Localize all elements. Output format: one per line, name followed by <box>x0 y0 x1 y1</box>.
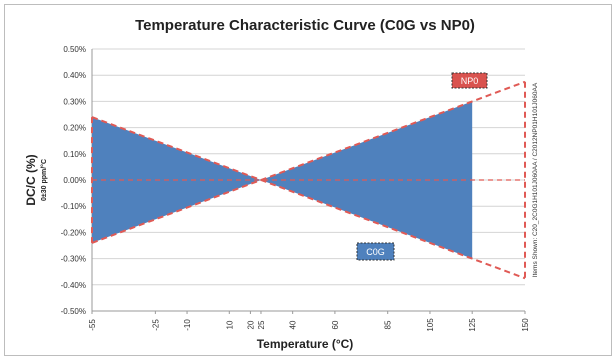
chart-title: Temperature Characteristic Curve (C0G vs… <box>135 17 475 34</box>
np0-label-text: NP0 <box>461 76 479 86</box>
chart-svg: Temperature Characteristic Curve (C0G vs… <box>24 17 539 351</box>
plot-area <box>91 80 526 280</box>
chart-frame: Temperature Characteristic Curve (C0G vs… <box>4 4 612 356</box>
y-tick-label: -0.20% <box>61 228 86 237</box>
x-tick-label: 20 <box>246 320 255 329</box>
y-tick-label: 0.40% <box>63 71 86 80</box>
np0-lower-line <box>91 178 526 280</box>
x-tick-label: 60 <box>331 320 340 329</box>
x-tick-label: -55 <box>88 319 97 331</box>
x-tick-label: -25 <box>151 319 160 331</box>
x-tick-label: 150 <box>521 318 530 332</box>
y-tick-label: -0.30% <box>61 255 86 264</box>
x-tick-label: 25 <box>257 320 266 329</box>
y-tick-label: 0.50% <box>63 45 86 54</box>
c0g-label-text: C0G <box>366 247 385 257</box>
x-tick-label: 105 <box>426 318 435 332</box>
np0-label: NP0 <box>451 72 488 89</box>
y-tick-label: 0.10% <box>63 150 86 159</box>
x-tick-label: -10 <box>183 319 192 331</box>
y-tick-label: -0.40% <box>61 281 86 290</box>
x-tick-label: 125 <box>468 318 477 332</box>
x-tick-label: 40 <box>289 320 298 329</box>
y-tick-label: 0.20% <box>63 124 86 133</box>
x-axis-title: Temperature (°C) <box>257 337 354 351</box>
x-tick-labels: -55 -25 -10 10 20 25 40 60 85 105 125 150 <box>88 318 530 332</box>
y-tick-labels: -0.50% -0.40% -0.30% -0.20% -0.10% 0.00% 0.10%… <box>61 45 86 316</box>
y-tick-label: 0.00% <box>63 176 86 185</box>
c0g-label: C0G <box>356 242 395 261</box>
x-tick-label: 10 <box>225 320 234 329</box>
y-tick-label: 0.30% <box>63 97 86 106</box>
y-axis-subtitle: 0±30 ppm/°C <box>40 159 48 201</box>
y-tick-label: -0.50% <box>61 307 86 316</box>
x-tick-label: 85 <box>384 320 393 329</box>
y-axis-title: DC/C (%) <box>24 154 38 205</box>
side-note: Items Shown: C20_2C0G1H101J060AA / C2012… <box>532 82 539 277</box>
y-tick-label: -0.10% <box>61 202 86 211</box>
